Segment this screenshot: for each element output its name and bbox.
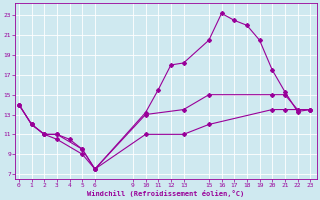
X-axis label: Windchill (Refroidissement éolien,°C): Windchill (Refroidissement éolien,°C) [87,190,244,197]
